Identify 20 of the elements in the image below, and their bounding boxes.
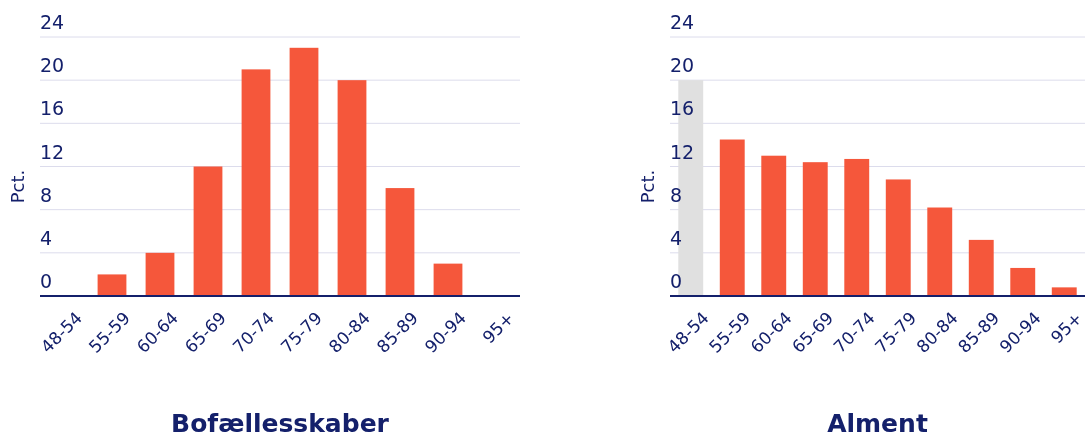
y-tick-label: 20 (670, 54, 695, 77)
y-tick-label: 4 (670, 226, 683, 249)
y-tick-label: 0 (670, 270, 683, 292)
x-tick-label: 95+ (478, 307, 518, 348)
y-tick-label: 16 (40, 97, 65, 120)
y-tick-label: 0 (40, 270, 53, 292)
text: Alment (827, 409, 928, 436)
y-tick-label: 12 (670, 140, 695, 163)
y-tick-label: 12 (40, 140, 65, 163)
y-tick-label: 24 (670, 11, 695, 33)
text: Bofællesskaber (171, 409, 390, 436)
y-axis-title: Pct. (637, 169, 658, 204)
y-tick-label: 20 (40, 54, 65, 77)
x-tick-label: 95+ (1046, 307, 1087, 348)
y-tick-label: 24 (40, 11, 65, 33)
y-axis-title: Pct. (7, 169, 28, 204)
y-tick-label: 4 (40, 226, 53, 249)
y-tick-label: 16 (670, 97, 695, 120)
y-tick-label: 8 (40, 183, 53, 206)
y-tick-label: 8 (670, 183, 683, 206)
